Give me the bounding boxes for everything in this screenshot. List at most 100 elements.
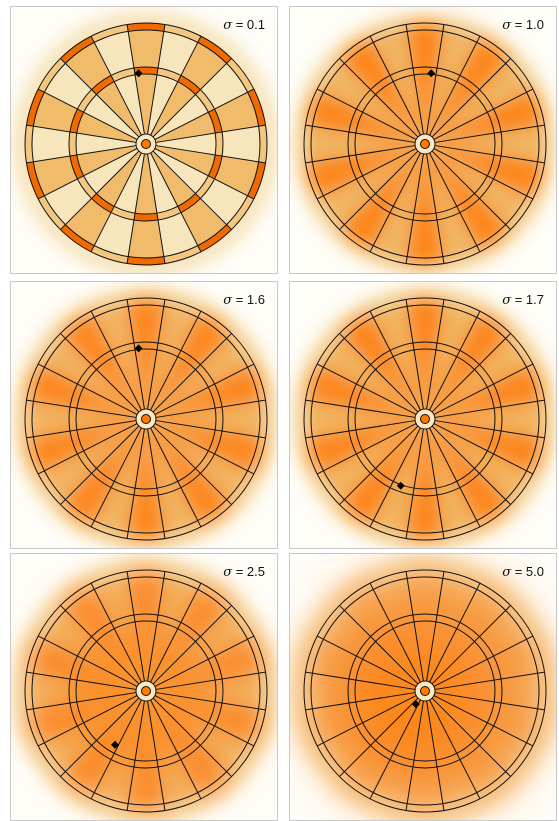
- sector-boundary: [150, 310, 202, 411]
- sector-boundary: [147, 571, 166, 682]
- sector-heat: [155, 672, 267, 710]
- triple-ring-heat: [156, 206, 181, 221]
- sector-boundary: [154, 695, 255, 747]
- sector-boundary: [433, 148, 534, 200]
- sector-boundary: [37, 363, 138, 415]
- sector-boundary: [433, 363, 534, 415]
- sector-heat: [38, 423, 139, 505]
- sector-heat: [24, 125, 137, 163]
- sector-boundary: [152, 58, 232, 138]
- sector-boundary: [37, 635, 138, 687]
- sector-heat: [127, 428, 165, 540]
- board-ring: [354, 620, 496, 762]
- double-ring-heat: [91, 245, 129, 264]
- board-lines: [303, 569, 547, 813]
- aim-marker: [427, 69, 436, 78]
- board-ring: [75, 348, 217, 490]
- sector-heat: [434, 400, 546, 438]
- sector-boundary: [339, 58, 419, 138]
- sector-boundary: [90, 582, 142, 683]
- triple-ring-heat: [195, 89, 215, 113]
- sector-heat: [434, 672, 546, 710]
- sector-boundary: [147, 24, 166, 135]
- sector-boundary: [405, 24, 424, 135]
- sector-boundary: [90, 427, 142, 528]
- sector-heat: [304, 400, 416, 438]
- sector-boundary: [339, 333, 419, 413]
- sigma-label: σ = 1.6: [223, 292, 265, 308]
- triple-ring-heat: [111, 206, 136, 221]
- double-ring-heat: [26, 89, 45, 127]
- bullseye: [420, 414, 430, 424]
- dartboard-panel-sigma-1-7: σ = 1.7: [289, 281, 557, 549]
- sector-boundary: [60, 697, 140, 777]
- sector-boundary: [305, 399, 416, 418]
- sector-heat: [406, 298, 444, 410]
- sector-boundary: [147, 299, 166, 410]
- sigma-label: σ = 0.1: [223, 17, 265, 33]
- sector-boundary: [150, 427, 202, 528]
- sector-boundary: [429, 699, 481, 800]
- triple-ring-heat: [69, 154, 84, 179]
- board-ring: [303, 297, 547, 541]
- sector-boundary: [431, 697, 511, 777]
- double-ring-heat: [24, 125, 34, 163]
- sector-boundary: [316, 148, 417, 200]
- sector-boundary: [126, 24, 145, 135]
- sector-boundary: [433, 695, 534, 747]
- sector-boundary: [305, 671, 416, 690]
- sector-boundary: [60, 425, 140, 505]
- sector-boundary: [155, 671, 266, 690]
- sector-heat: [406, 23, 444, 135]
- sector-heat: [406, 428, 444, 540]
- sector-boundary: [152, 425, 232, 505]
- dartboard-heatmap: [290, 7, 556, 273]
- sector-boundary: [431, 425, 511, 505]
- sector-boundary: [60, 150, 140, 230]
- aim-marker: [134, 69, 143, 78]
- board-ring: [68, 341, 224, 497]
- sector-boundary: [154, 88, 255, 140]
- sector-boundary: [431, 605, 511, 685]
- sector-heat: [155, 400, 267, 438]
- sector-heat: [339, 151, 421, 252]
- sector-boundary: [90, 310, 142, 411]
- sector-boundary: [434, 124, 545, 143]
- sector-boundary: [429, 582, 481, 683]
- dartboard-heatmap: [290, 282, 556, 548]
- dartboard-heatmap: [11, 7, 277, 273]
- double-ring-heat: [60, 36, 95, 64]
- sector-boundary: [155, 420, 266, 439]
- sector-boundary: [431, 150, 511, 230]
- sector-boundary: [339, 605, 419, 685]
- sector-heat: [406, 570, 444, 682]
- sector-heat: [317, 148, 418, 230]
- board-ring: [31, 304, 261, 534]
- sector-boundary: [126, 299, 145, 410]
- sector-boundary: [154, 363, 255, 415]
- sector-boundary: [369, 699, 421, 800]
- triple-ring-heat: [156, 67, 181, 82]
- dartboard-panel-sigma-5-0: σ = 5.0: [289, 553, 557, 821]
- central-heat: [345, 629, 485, 769]
- aim-marker: [396, 481, 405, 490]
- sector-heat: [432, 423, 533, 505]
- aim-marker: [111, 740, 119, 749]
- sigma-label: σ = 1.7: [502, 292, 544, 308]
- triple-ring-heat: [208, 109, 223, 134]
- bullseye: [141, 414, 151, 424]
- sector-boundary: [126, 571, 145, 682]
- sector-boundary: [339, 697, 419, 777]
- sector-boundary: [152, 697, 232, 777]
- sector-boundary: [26, 124, 137, 143]
- dartboard-panel-sigma-1-0: σ = 1.0: [289, 6, 557, 274]
- sector-boundary: [147, 153, 166, 264]
- sector-heat: [339, 36, 421, 137]
- sector-heat: [155, 125, 267, 163]
- sector-heat: [406, 153, 444, 265]
- double-ring-heat: [226, 58, 254, 93]
- sector-boundary: [155, 692, 266, 711]
- board-ring: [303, 22, 547, 266]
- sector-boundary: [316, 423, 417, 475]
